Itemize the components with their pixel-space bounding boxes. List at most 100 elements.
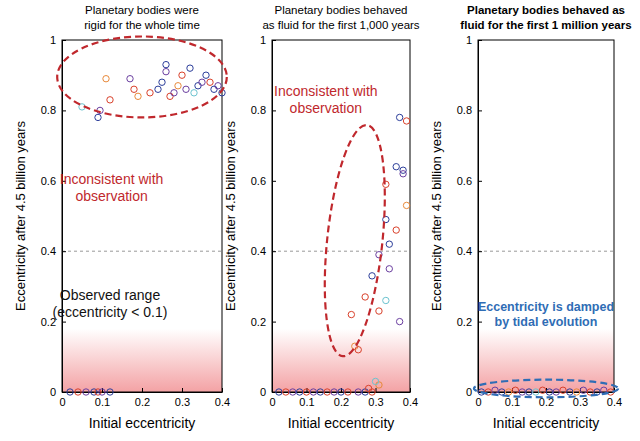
x-axis-title: Initial eccentricity: [493, 415, 600, 431]
data-point: [207, 79, 213, 85]
data-point: [526, 389, 532, 395]
plot-frame: [62, 40, 222, 392]
data-point: [338, 389, 344, 395]
x-tick-label: 0: [59, 396, 65, 408]
data-point: [383, 297, 389, 303]
y-tick-mark: [62, 40, 66, 41]
y-tick-mark: [272, 181, 276, 182]
x-tick: 0.4: [215, 388, 230, 408]
data-point: [107, 389, 113, 395]
y-tick: 0.8: [457, 104, 482, 116]
data-point: [290, 389, 296, 395]
data-point: [539, 387, 545, 393]
data-point: [403, 118, 409, 124]
data-point: [95, 114, 101, 120]
y-tick-mark: [478, 40, 482, 41]
data-point: [393, 164, 399, 170]
data-point: [403, 202, 409, 208]
y-tick: 1: [50, 34, 66, 46]
y-tick-mark: [478, 251, 482, 252]
points: [478, 387, 614, 395]
y-tick: 0.4: [457, 245, 482, 257]
data-point: [171, 90, 177, 96]
observed-band: [272, 329, 410, 392]
y-tick-label: 1: [260, 34, 266, 46]
y-axis-line: [62, 41, 63, 393]
y-tick: 1: [260, 34, 276, 46]
x-axis-title: Initial eccentricity: [89, 415, 196, 431]
y-tick-mark: [478, 322, 482, 323]
data-point: [191, 90, 197, 96]
y-tick-label: 0.4: [251, 245, 266, 257]
data-point: [215, 83, 221, 89]
x-axis-title: Initial eccentricity: [288, 415, 395, 431]
x-tick: 0.1: [505, 388, 520, 408]
y-tick: 0.6: [457, 175, 482, 187]
chart-svg: 0 0.1 0.2 0.3 0.4 0 0.2 0.4 0.6 0.8 1 Inconsistent …: [0, 0, 640, 441]
data-point: [103, 76, 109, 82]
data-point: [199, 79, 205, 85]
y-tick-label: 0.6: [251, 175, 266, 187]
y-tick-label: 0.2: [251, 316, 266, 328]
annotation: Observed range(eccentricity < 0.1): [53, 287, 168, 320]
x-tick-label: 0.3: [175, 396, 190, 408]
y-tick-mark: [62, 110, 66, 111]
x-tick-label: 0.1: [95, 396, 110, 408]
y-tick-label: 0: [50, 386, 56, 398]
data-point: [567, 389, 573, 395]
y-axis-line: [478, 41, 479, 393]
data-point: [386, 266, 392, 272]
data-point: [331, 389, 337, 395]
x-axis-line: [63, 392, 223, 393]
y-tick-mark: [62, 251, 66, 252]
data-point: [512, 387, 518, 393]
y-tick-mark: [478, 181, 482, 182]
data-point: [345, 389, 351, 395]
data-point: [179, 72, 185, 78]
data-point: [396, 318, 402, 324]
x-tick-mark: [142, 388, 143, 392]
data-point: [175, 83, 181, 89]
data-point: [83, 389, 89, 395]
x-tick-label: 0.4: [215, 396, 230, 408]
y-tick-label: 0.8: [457, 104, 472, 116]
panel-title: Planetary bodies wererigid for the whole…: [84, 4, 200, 31]
y-axis-title: Eccentricity after 4.5 billion years: [429, 120, 444, 311]
y-tick: 1: [466, 34, 482, 46]
x-tick-label: 0: [475, 396, 481, 408]
panel: 00.10.20.30.400.20.40.60.81Inconsistent …: [41, 34, 230, 408]
data-point: [167, 93, 173, 99]
x-tick: 0.3: [573, 388, 588, 408]
y-tick-label: 0.6: [41, 175, 56, 187]
annotation: Eccentricity is dampedby tidal evolution: [478, 300, 614, 329]
y-tick: 0.2: [251, 316, 276, 328]
data-point: [546, 389, 552, 395]
y-tick-label: 0: [466, 386, 472, 398]
x-tick-label: 0.2: [135, 396, 150, 408]
y-axis-title: Eccentricity after 4.5 billion years: [13, 120, 28, 311]
points: [67, 61, 225, 395]
data-point: [135, 93, 141, 99]
y-tick: 0: [50, 386, 66, 398]
y-tick: 0: [260, 386, 276, 398]
data-point: [127, 76, 133, 82]
data-point: [131, 86, 137, 92]
x-tick: 0.4: [403, 388, 418, 408]
x-tick-mark: [222, 388, 223, 392]
y-axis-title: Eccentricity after 4.5 billion years: [223, 120, 238, 311]
data-point: [400, 171, 406, 177]
y-tick-label: 0.8: [251, 104, 266, 116]
annotation: Inconsistent withobservation: [274, 83, 378, 116]
x-tick-label: 0.4: [403, 396, 418, 408]
data-point: [187, 65, 193, 71]
data-point: [376, 308, 382, 314]
data-point: [499, 389, 505, 395]
data-point: [211, 86, 217, 92]
data-point: [296, 389, 302, 395]
panel: 00.10.20.30.400.20.40.60.81Eccentricity …: [457, 34, 622, 408]
data-point: [147, 90, 153, 96]
y-tick: 0.8: [251, 104, 276, 116]
data-point: [396, 114, 402, 120]
x-tick-label: 0.1: [299, 396, 314, 408]
y-tick-label: 0.4: [41, 245, 56, 257]
